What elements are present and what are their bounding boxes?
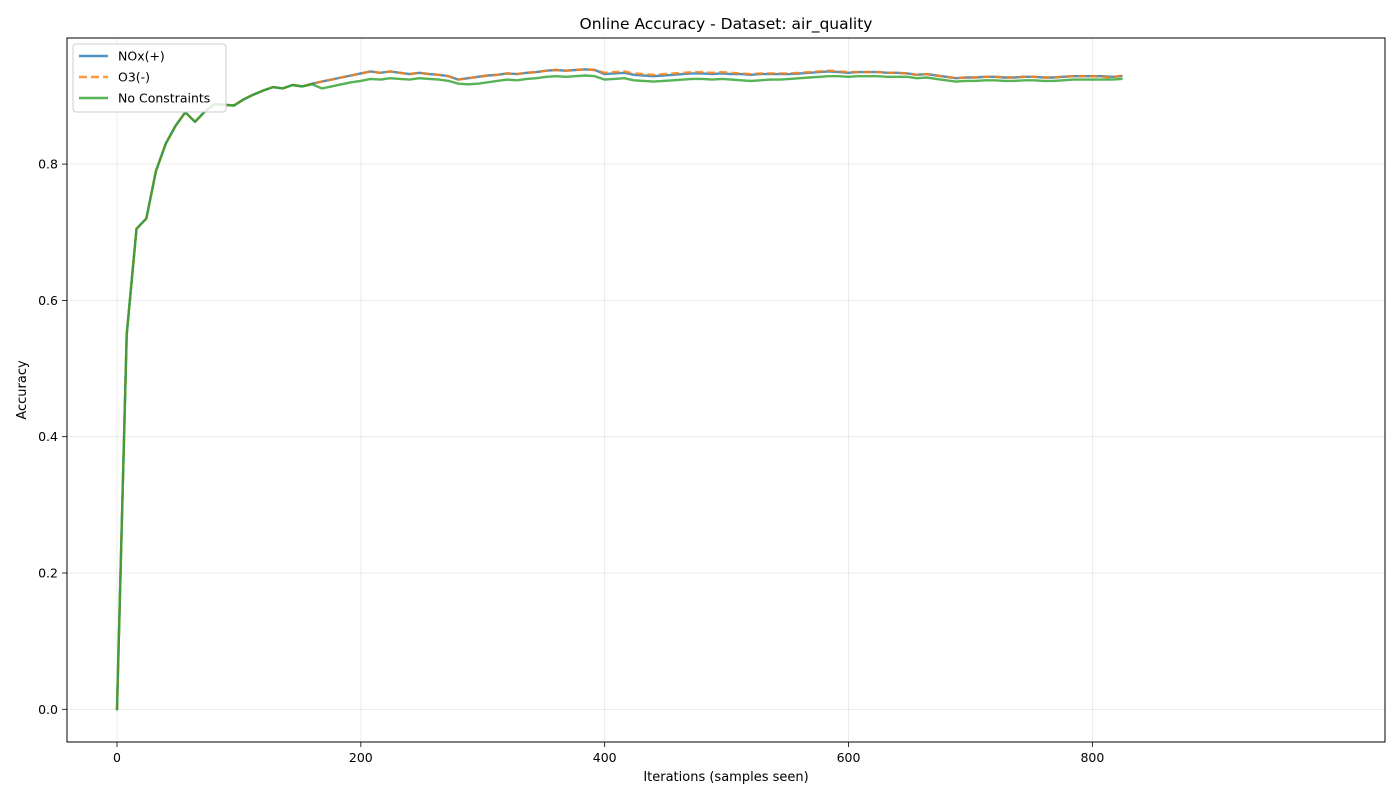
legend-box (72, 43, 227, 113)
x-tick-label: 400 (593, 750, 617, 765)
x-tick-label: 600 (837, 750, 861, 765)
legend-label: O3(-) (118, 70, 150, 85)
x-tick-label: 200 (349, 750, 373, 765)
x-axis-title: Iterations (samples seen) (643, 770, 808, 785)
y-tick-label: 0.0 (38, 702, 58, 717)
axis-ticks: 0 200 400 600 800 0.0 0.2 0.4 0.6 0.8 (38, 157, 1104, 765)
series-lines (115, 68, 1123, 711)
y-tick-label: 0.4 (38, 429, 58, 444)
plot-frame (66, 37, 1386, 743)
x-tick-label: 0 (113, 750, 121, 765)
y-axis-title: Accuracy (15, 360, 30, 420)
legend: NOx(+) O3(-) No Constraints (72, 43, 227, 113)
grid (67, 38, 1385, 742)
legend-label: NOx(+) (118, 49, 165, 64)
y-tick-label: 0.2 (38, 565, 58, 580)
legend-label: No Constraints (118, 91, 210, 106)
y-tick-label: 0.6 (38, 293, 58, 308)
x-tick-label: 800 (1080, 750, 1104, 765)
y-tick-label: 0.8 (38, 157, 58, 172)
series-line-no-constraints (115, 74, 1123, 711)
chart-title: Online Accuracy - Dataset: air_quality (580, 15, 873, 34)
